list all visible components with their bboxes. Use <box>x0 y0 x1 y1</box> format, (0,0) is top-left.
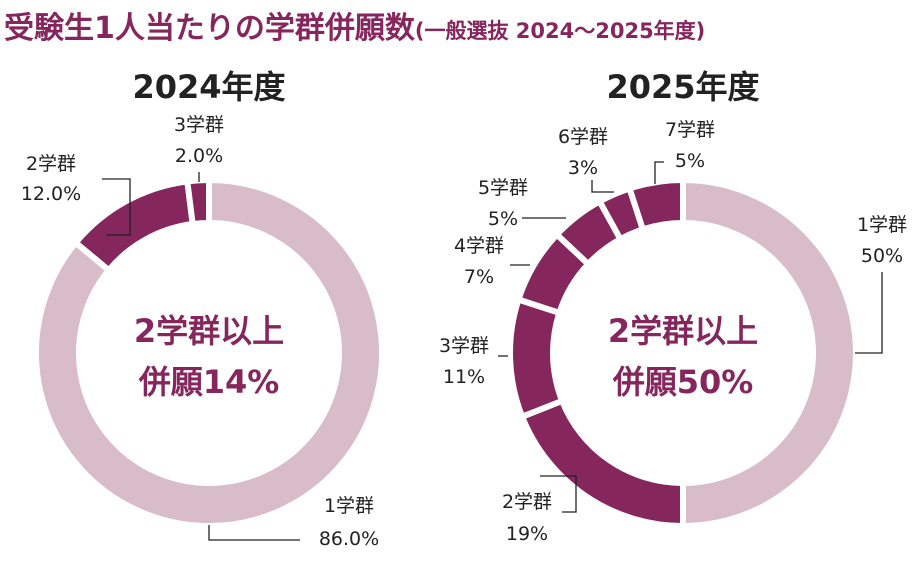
slice-label-2025-6-value: 3% <box>568 157 598 179</box>
slice-label-2025-5-value: 5% <box>488 208 518 230</box>
slice-label-2025-4-name: 4学群 <box>454 235 504 257</box>
leader-line-2025-6 <box>591 180 614 193</box>
donut-slice-2024年度-2学群 <box>71 178 197 275</box>
leader-line-2025-2 <box>540 475 577 513</box>
slice-label-2025-5-name: 5学群 <box>478 177 528 199</box>
donut-slice-2025年度-7学群 <box>625 176 686 234</box>
figure-title-sub: (一般選抜 2024～2025年度) <box>415 19 705 43</box>
chart-title-2025: 2025年度 <box>606 68 759 106</box>
figure-title: 受験生1人当たりの学群併願数(一般選抜 2024～2025年度) <box>4 11 705 46</box>
slice-label-2025-7-name: 7学群 <box>665 119 715 141</box>
center-label-2025-line2: 併願50% <box>612 363 754 401</box>
donut-2025 <box>507 176 859 530</box>
leader-line-2024-2 <box>102 178 131 236</box>
slice-label-2025-3-value: 11% <box>443 366 485 388</box>
slice-label-2025-6-name: 6学群 <box>558 126 608 148</box>
chart-2025: 2025年度 2学群以上 併願50% 1学群 50% 2学群 19% 3学群 1… <box>439 68 907 545</box>
donut-slice-2024年度-1学群 <box>33 176 385 529</box>
center-label-2024-line2: 併願14% <box>138 363 280 401</box>
figure-title-main: 受験生1人当たりの学群併願数 <box>4 11 416 46</box>
donut-slice-2024年度-3学群 <box>183 176 212 228</box>
leader-line-2025-7 <box>654 161 664 184</box>
slice-label-2024-2-value: 12.0% <box>21 183 81 205</box>
chart-2024: 2024年度 2学群以上 併願14% 2学群 12.0% 3学群 2.0% 1学… <box>21 68 385 550</box>
slice-label-2025-4-value: 7% <box>464 266 494 288</box>
donut-2024 <box>33 176 385 529</box>
leader-line-2024-1 <box>208 525 300 541</box>
slice-label-2025-2-value: 19% <box>506 523 548 545</box>
slice-label-2024-3-value: 2.0% <box>175 145 223 167</box>
center-label-2025-line1: 2学群以上 <box>608 312 758 350</box>
slice-label-2025-1-name: 1学群 <box>857 214 907 236</box>
donut-slice-2025年度-3学群 <box>507 295 567 421</box>
slice-label-2025-1-value: 50% <box>861 245 903 267</box>
donut-slice-2025年度-1学群 <box>680 176 859 530</box>
slice-label-2025-7-value: 5% <box>675 150 705 172</box>
slice-label-2024-2-name: 2学群 <box>26 153 76 175</box>
chart-title-2024: 2024年度 <box>132 68 285 106</box>
slice-label-2024-3-name: 3学群 <box>174 114 224 136</box>
slice-label-2024-1-name: 1学群 <box>324 495 374 517</box>
slice-label-2024-1-value: 86.0% <box>319 528 379 550</box>
center-label-2024-line1: 2学群以上 <box>134 312 284 350</box>
slice-label-2025-2-name: 2学群 <box>502 491 552 513</box>
slice-label-2025-3-name: 3学群 <box>439 335 489 357</box>
leader-line-2025-1 <box>855 272 883 354</box>
